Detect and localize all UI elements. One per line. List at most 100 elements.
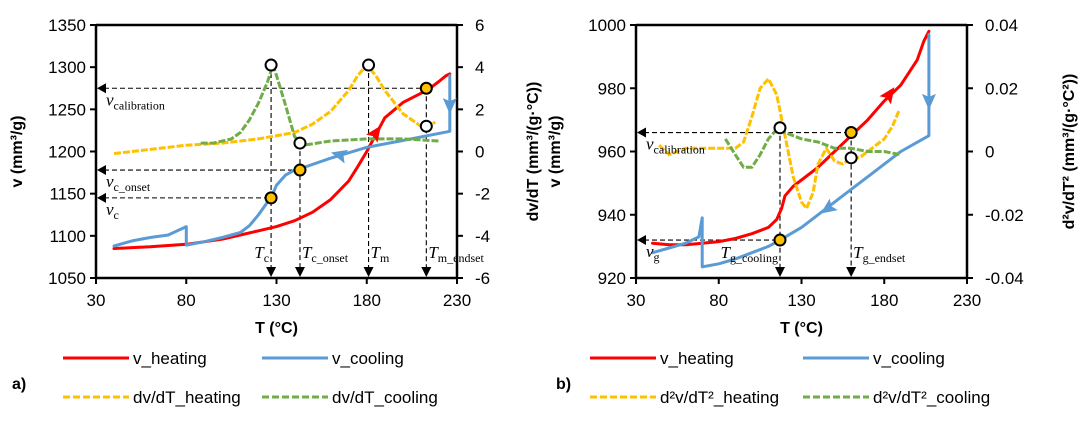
y-axis-title: v (mm³/g) — [547, 116, 564, 188]
x-tick-label: 30 — [627, 291, 646, 310]
x-tick-label: 230 — [443, 291, 471, 310]
arrowhead-down-icon — [266, 267, 277, 277]
x-tick-label: 130 — [262, 291, 290, 310]
x-axis-title: T (°C) — [780, 320, 823, 337]
t-annotation-sub: g_endset — [863, 251, 906, 265]
v-annotation-sub: calibration — [654, 143, 705, 157]
t-annotation-main: T — [721, 243, 732, 262]
legend-label: d²v/dT²_cooling — [873, 388, 990, 407]
filled-marker — [264, 191, 278, 205]
v-annotation-main: v — [106, 90, 114, 109]
filled-marker — [773, 233, 787, 247]
filled-marker — [844, 126, 858, 140]
v-annotation-label: vcalibration — [106, 90, 165, 112]
arrowhead-left-icon — [97, 192, 106, 203]
v-annotation-main: v — [106, 200, 114, 219]
curve-direction-arrow-icon — [330, 149, 349, 164]
y-tick-label: 1350 — [48, 16, 86, 35]
arrowhead-down-icon — [774, 267, 785, 277]
y-axis-title: v (mm³/g) — [9, 116, 26, 188]
y2-tick-label: -4 — [475, 227, 490, 246]
t-annotation-label: Tg_endset — [853, 243, 906, 265]
open-marker — [773, 121, 787, 135]
y-tick-label: 980 — [598, 79, 626, 98]
t-annotation-sub: c — [264, 251, 269, 265]
y2-tick-label: 0.02 — [985, 79, 1018, 98]
v-annotation-label: vc — [106, 200, 119, 222]
open-marker — [844, 151, 858, 165]
t-annotation-main: T — [254, 243, 265, 262]
series-line-v-cooling — [112, 74, 452, 248]
y2-axis-title: d²v/dT² (mm³/(g·°C²)) — [1061, 74, 1078, 230]
filled-marker — [293, 163, 307, 177]
y2-tick-label: -2 — [475, 185, 490, 204]
filled-marker — [419, 81, 433, 95]
v-annotation-label: vcalibration — [646, 135, 705, 157]
curve-direction-arrow-icon — [820, 198, 838, 214]
y2-tick-label: 0 — [475, 143, 484, 162]
arrowhead-down-icon — [363, 267, 374, 277]
open-marker — [419, 119, 433, 133]
y-tick-label: 1050 — [48, 269, 86, 288]
y2-tick-label: -0.04 — [985, 269, 1024, 288]
t-annotation-main: T — [428, 243, 439, 262]
y2-axis-title: dv/dT (mm³/(g·°C)) — [525, 82, 542, 222]
y-tick-label: 960 — [598, 143, 626, 162]
arrowhead-down-icon — [294, 267, 305, 277]
x-tick-label: 230 — [953, 291, 981, 310]
legend-label: v_heating — [133, 349, 207, 368]
y-tick-label: 920 — [598, 269, 626, 288]
x-tick-label: 30 — [87, 291, 106, 310]
series-line-d-v-dt-cooling — [724, 127, 902, 169]
v-annotation-label: vc_onset — [106, 172, 151, 194]
arrowhead-left-icon — [637, 235, 646, 246]
t-annotation-sub: m_endset — [438, 251, 485, 265]
y2-tick-label: -0.02 — [985, 206, 1024, 225]
x-tick-label: 180 — [353, 291, 381, 310]
arrowhead-left-icon — [97, 83, 106, 94]
curve-direction-arrow-icon — [442, 98, 457, 115]
v-annotation-main: v — [646, 242, 654, 261]
t-annotation-main: T — [371, 243, 382, 262]
t-annotation-sub: m — [380, 251, 390, 265]
arrowhead-down-icon — [846, 267, 857, 277]
open-marker — [362, 58, 376, 72]
y2-tick-label: 0 — [985, 143, 994, 162]
t-annotation-label: Tm — [371, 243, 390, 265]
y-tick-label: 940 — [598, 206, 626, 225]
series-line-v-cooling — [651, 33, 931, 269]
open-marker — [264, 58, 278, 72]
x-tick-label: 180 — [870, 291, 898, 310]
y-tick-label: 1100 — [49, 227, 86, 246]
open-marker — [293, 136, 307, 150]
t-annotation-label: Tg_cooling — [721, 243, 778, 265]
t-annotation-sub: g_cooling — [730, 251, 778, 265]
x-tick-label: 130 — [787, 291, 815, 310]
curve-direction-arrow-icon — [366, 125, 381, 143]
y2-tick-label: 0.04 — [985, 16, 1018, 35]
t-annotation-label: Tm_endset — [428, 243, 484, 265]
series-line-v-heating — [651, 29, 931, 247]
x-axis-title: T (°C) — [255, 320, 298, 337]
x-tick-label: 80 — [709, 291, 728, 310]
legend-label: d²v/dT²_heating — [660, 388, 779, 407]
v-annotation-sub: c — [114, 208, 119, 222]
legend-label: dv/dT_heating — [133, 388, 241, 407]
panel-label: b) — [556, 376, 571, 393]
v-annotation-sub: c_onset — [114, 180, 151, 194]
curve-direction-arrow-icon — [921, 93, 936, 110]
y-tick-label: 1150 — [49, 185, 86, 204]
arrowhead-left-icon — [637, 127, 646, 138]
legend-label: dv/dT_cooling — [332, 388, 438, 407]
v-annotation-sub: g — [654, 250, 660, 264]
t-annotation-sub: c_onset — [311, 251, 348, 265]
y2-tick-label: 2 — [475, 100, 484, 119]
y-tick-label: 1300 — [48, 58, 86, 77]
y-tick-label: 1000 — [588, 16, 626, 35]
v-annotation-main: v — [646, 135, 654, 154]
y-tick-label: 1200 — [48, 143, 86, 162]
legend-label: v_cooling — [873, 349, 945, 368]
y2-tick-label: 4 — [475, 58, 484, 77]
legend-label: v_cooling — [332, 349, 404, 368]
